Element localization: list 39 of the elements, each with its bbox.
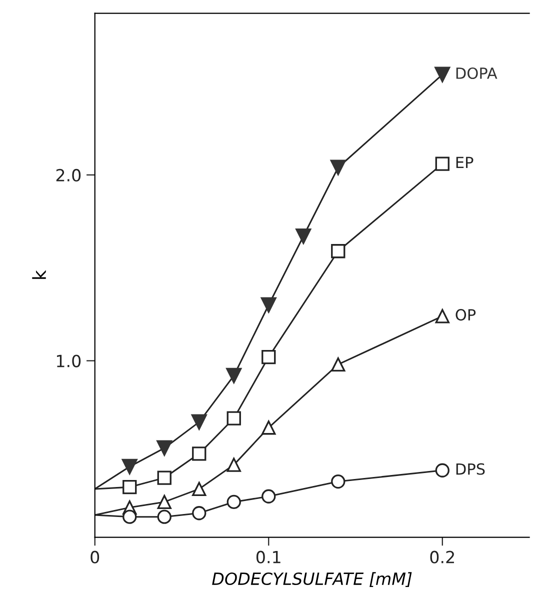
point (122, 458, 138, 474)
point (331, 357, 346, 372)
point (262, 420, 276, 435)
point (435, 463, 450, 478)
series-label: DPS (456, 463, 485, 475)
point (226, 411, 241, 426)
point (434, 66, 450, 82)
point (226, 368, 242, 384)
point (262, 350, 276, 364)
point (330, 160, 346, 176)
x-tick-label: 0.1 (256, 550, 280, 564)
x-axis-title: DODECYLSULFATE [mM] (212, 572, 412, 588)
point (192, 446, 206, 461)
y-tick-label: 2.0 (56, 168, 81, 182)
point (192, 506, 206, 520)
point (260, 297, 276, 313)
point (157, 470, 172, 485)
point (331, 474, 346, 489)
series-label: DOPA (456, 67, 498, 80)
point (296, 228, 312, 244)
point (157, 494, 172, 510)
point (331, 244, 346, 258)
point (191, 414, 207, 430)
point (122, 480, 137, 494)
point (122, 510, 137, 524)
point (435, 156, 450, 171)
point (226, 494, 241, 510)
y-axis-title: k (32, 270, 46, 279)
x-tick-label: 0 (90, 550, 100, 564)
point (157, 510, 172, 524)
x-tick-label: 0.2 (430, 550, 454, 564)
point (192, 482, 206, 496)
series-label: EP (456, 156, 474, 168)
point (262, 489, 276, 504)
point (156, 440, 172, 456)
series-label: OP (456, 309, 476, 321)
y-tick-label: 1.0 (57, 354, 81, 368)
point (226, 458, 241, 472)
point (435, 309, 450, 324)
